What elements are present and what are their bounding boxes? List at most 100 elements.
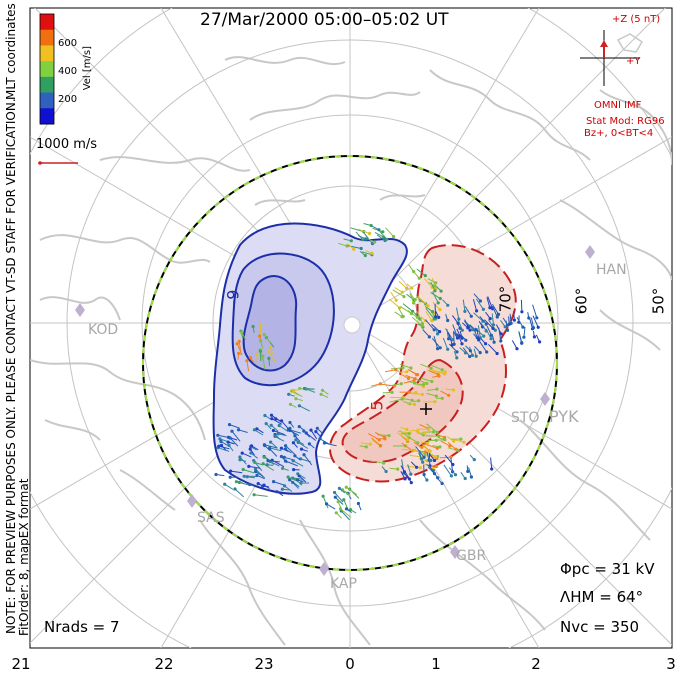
velocity-vector	[425, 435, 439, 437]
velocity-vector	[516, 316, 524, 328]
velocity-vector-origin	[261, 354, 265, 358]
colorbar-segment	[40, 45, 54, 62]
velocity-vector-origin	[394, 298, 398, 302]
velocity-vector-origin	[279, 454, 283, 459]
station-gbr: GBR	[456, 548, 487, 564]
velocity-vector-origin	[425, 478, 429, 482]
velocity-vector-origin	[264, 422, 268, 426]
velocity-vector	[426, 388, 438, 391]
velocity-vector-origin	[401, 366, 405, 370]
velocity-vector	[292, 460, 304, 467]
lat-label-60: 60°	[572, 287, 591, 315]
velocity-vector-origin	[321, 494, 325, 498]
colorbar-segment	[40, 29, 54, 46]
velocity-vector	[234, 488, 245, 498]
velocity-vector	[389, 398, 403, 403]
velocity-vector-origin	[488, 306, 492, 310]
velocity-vector-origin	[436, 373, 440, 377]
station-kod: KOD	[88, 322, 119, 338]
velocity-vector-origin	[266, 459, 270, 463]
velocity-vector	[374, 432, 385, 438]
velocity-vector	[390, 291, 397, 301]
velocity-vector-origin	[532, 335, 537, 339]
velocity-vector-origin	[253, 467, 258, 471]
velocity-vector-origin	[258, 334, 262, 338]
velocity-vector-origin	[280, 487, 284, 491]
colorbar-tick-400: 400	[58, 66, 78, 77]
velocity-vector	[231, 430, 241, 442]
velocity-vector	[288, 429, 302, 434]
velocity-vector-origin	[364, 445, 368, 449]
velocity-vector	[426, 423, 438, 433]
velocity-vector-origin	[288, 478, 292, 482]
velocity-vector-origin	[491, 326, 495, 330]
velocity-vector-origin	[363, 253, 367, 258]
velocity-vector-origin	[496, 312, 501, 316]
velocity-vector-origin	[403, 477, 407, 481]
station-han: HAN	[596, 262, 627, 278]
velocity-vector	[397, 307, 404, 317]
velocity-vector	[532, 304, 538, 318]
velocity-vector-origin	[447, 337, 451, 341]
velocity-vector-origin	[269, 423, 273, 427]
velocity-vector	[236, 343, 243, 356]
velocity-vector	[448, 343, 458, 353]
velocity-vector	[392, 289, 405, 298]
mlt-label-23: 23	[254, 655, 274, 673]
velocity-vector-origin	[470, 353, 474, 357]
velocity-vector-origin	[304, 387, 308, 391]
velocity-vector-origin	[251, 324, 255, 329]
velocity-vector-origin	[521, 325, 525, 329]
velocity-vector-origin	[416, 429, 420, 433]
velocity-vector	[486, 297, 491, 308]
vector-scale-sample	[38, 161, 78, 165]
stat-lambda-hm: ΛHM = 64°	[560, 588, 644, 606]
velocity-vector-origin	[495, 315, 499, 319]
velocity-vector-origin	[409, 472, 413, 476]
velocity-vector-origin	[406, 376, 411, 381]
velocity-vector-origin	[383, 437, 387, 441]
velocity-vector-origin	[235, 342, 239, 346]
velocity-vector-origin	[422, 472, 426, 477]
velocity-vector-origin	[283, 459, 288, 463]
velocity-vector-origin	[281, 466, 285, 470]
velocity-vector-origin	[522, 335, 526, 339]
velocity-vector	[262, 355, 266, 370]
velocity-vector	[388, 383, 402, 387]
velocity-vector-origin	[478, 299, 482, 303]
velocity-vector	[490, 457, 493, 470]
velocity-vector	[399, 305, 412, 315]
velocity-vector-origin	[405, 286, 409, 290]
velocity-vector-origin	[446, 318, 450, 323]
velocity-vector	[498, 327, 502, 342]
velocity-vector-origin	[431, 310, 435, 314]
velocity-vector	[285, 445, 296, 455]
velocity-vector-origin	[297, 425, 301, 429]
velocity-vector	[430, 291, 441, 299]
velocity-vector-origin	[255, 473, 259, 477]
velocity-vector	[464, 306, 472, 317]
velocity-vector-origin	[384, 469, 388, 474]
velocity-vector-origin	[292, 388, 296, 393]
velocity-vector	[289, 428, 298, 440]
velocity-vector-origin	[468, 349, 472, 353]
velocity-vector-origin	[237, 339, 241, 343]
velocity-vector-origin	[515, 347, 519, 351]
velocity-vector	[477, 325, 481, 338]
velocity-vector-origin	[440, 368, 444, 372]
velocity-vector-origin	[368, 231, 372, 236]
hm-boundary-dash	[142, 155, 558, 571]
velocity-vector-origin	[390, 390, 394, 394]
velocity-vector	[484, 319, 494, 329]
velocity-vector-origin	[349, 239, 353, 243]
potential-max-marker	[420, 403, 432, 415]
velocity-vector	[340, 510, 350, 521]
velocity-vector-origin	[423, 274, 427, 278]
velocity-vector-origin	[499, 339, 503, 343]
velocity-vector-origin	[520, 341, 524, 345]
velocity-vector-origin	[309, 428, 313, 432]
contour-label-negative: -9	[223, 289, 243, 306]
velocity-vector	[457, 319, 463, 331]
